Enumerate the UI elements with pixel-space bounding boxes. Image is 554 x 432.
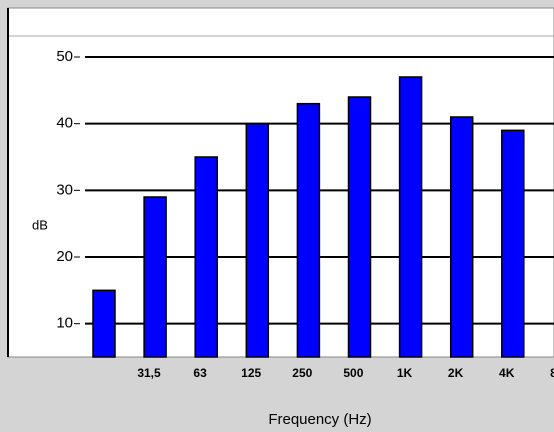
bar <box>143 196 167 358</box>
y-tick-label: 20 <box>56 248 73 265</box>
y-tick-label: 40 <box>56 115 73 132</box>
x-tick-label: 4K <box>499 366 515 380</box>
bar <box>398 76 423 358</box>
y-tick-label: 10 <box>56 315 73 332</box>
bar <box>245 122 270 358</box>
y-axis-title: dB <box>32 217 48 232</box>
x-tick-label: 250 <box>292 366 312 380</box>
x-tick-label: 8K <box>550 366 554 380</box>
bar <box>449 116 474 358</box>
y-tick-label: 30 <box>56 181 73 198</box>
bar <box>501 129 525 358</box>
x-tick-label: 125 <box>241 366 261 380</box>
x-tick-label: 31,5 <box>137 366 161 380</box>
x-tick-label: 63 <box>193 366 207 380</box>
bar <box>92 289 116 358</box>
bar <box>296 102 321 358</box>
x-tick-label: 500 <box>343 366 363 380</box>
y-tick-label: 50 <box>56 48 73 65</box>
x-tick-label: 2K <box>448 366 464 380</box>
bar <box>194 156 218 358</box>
x-axis-title: Frequency (Hz) <box>268 411 371 428</box>
x-tick-label: 1K <box>397 366 413 380</box>
bar <box>347 96 372 358</box>
